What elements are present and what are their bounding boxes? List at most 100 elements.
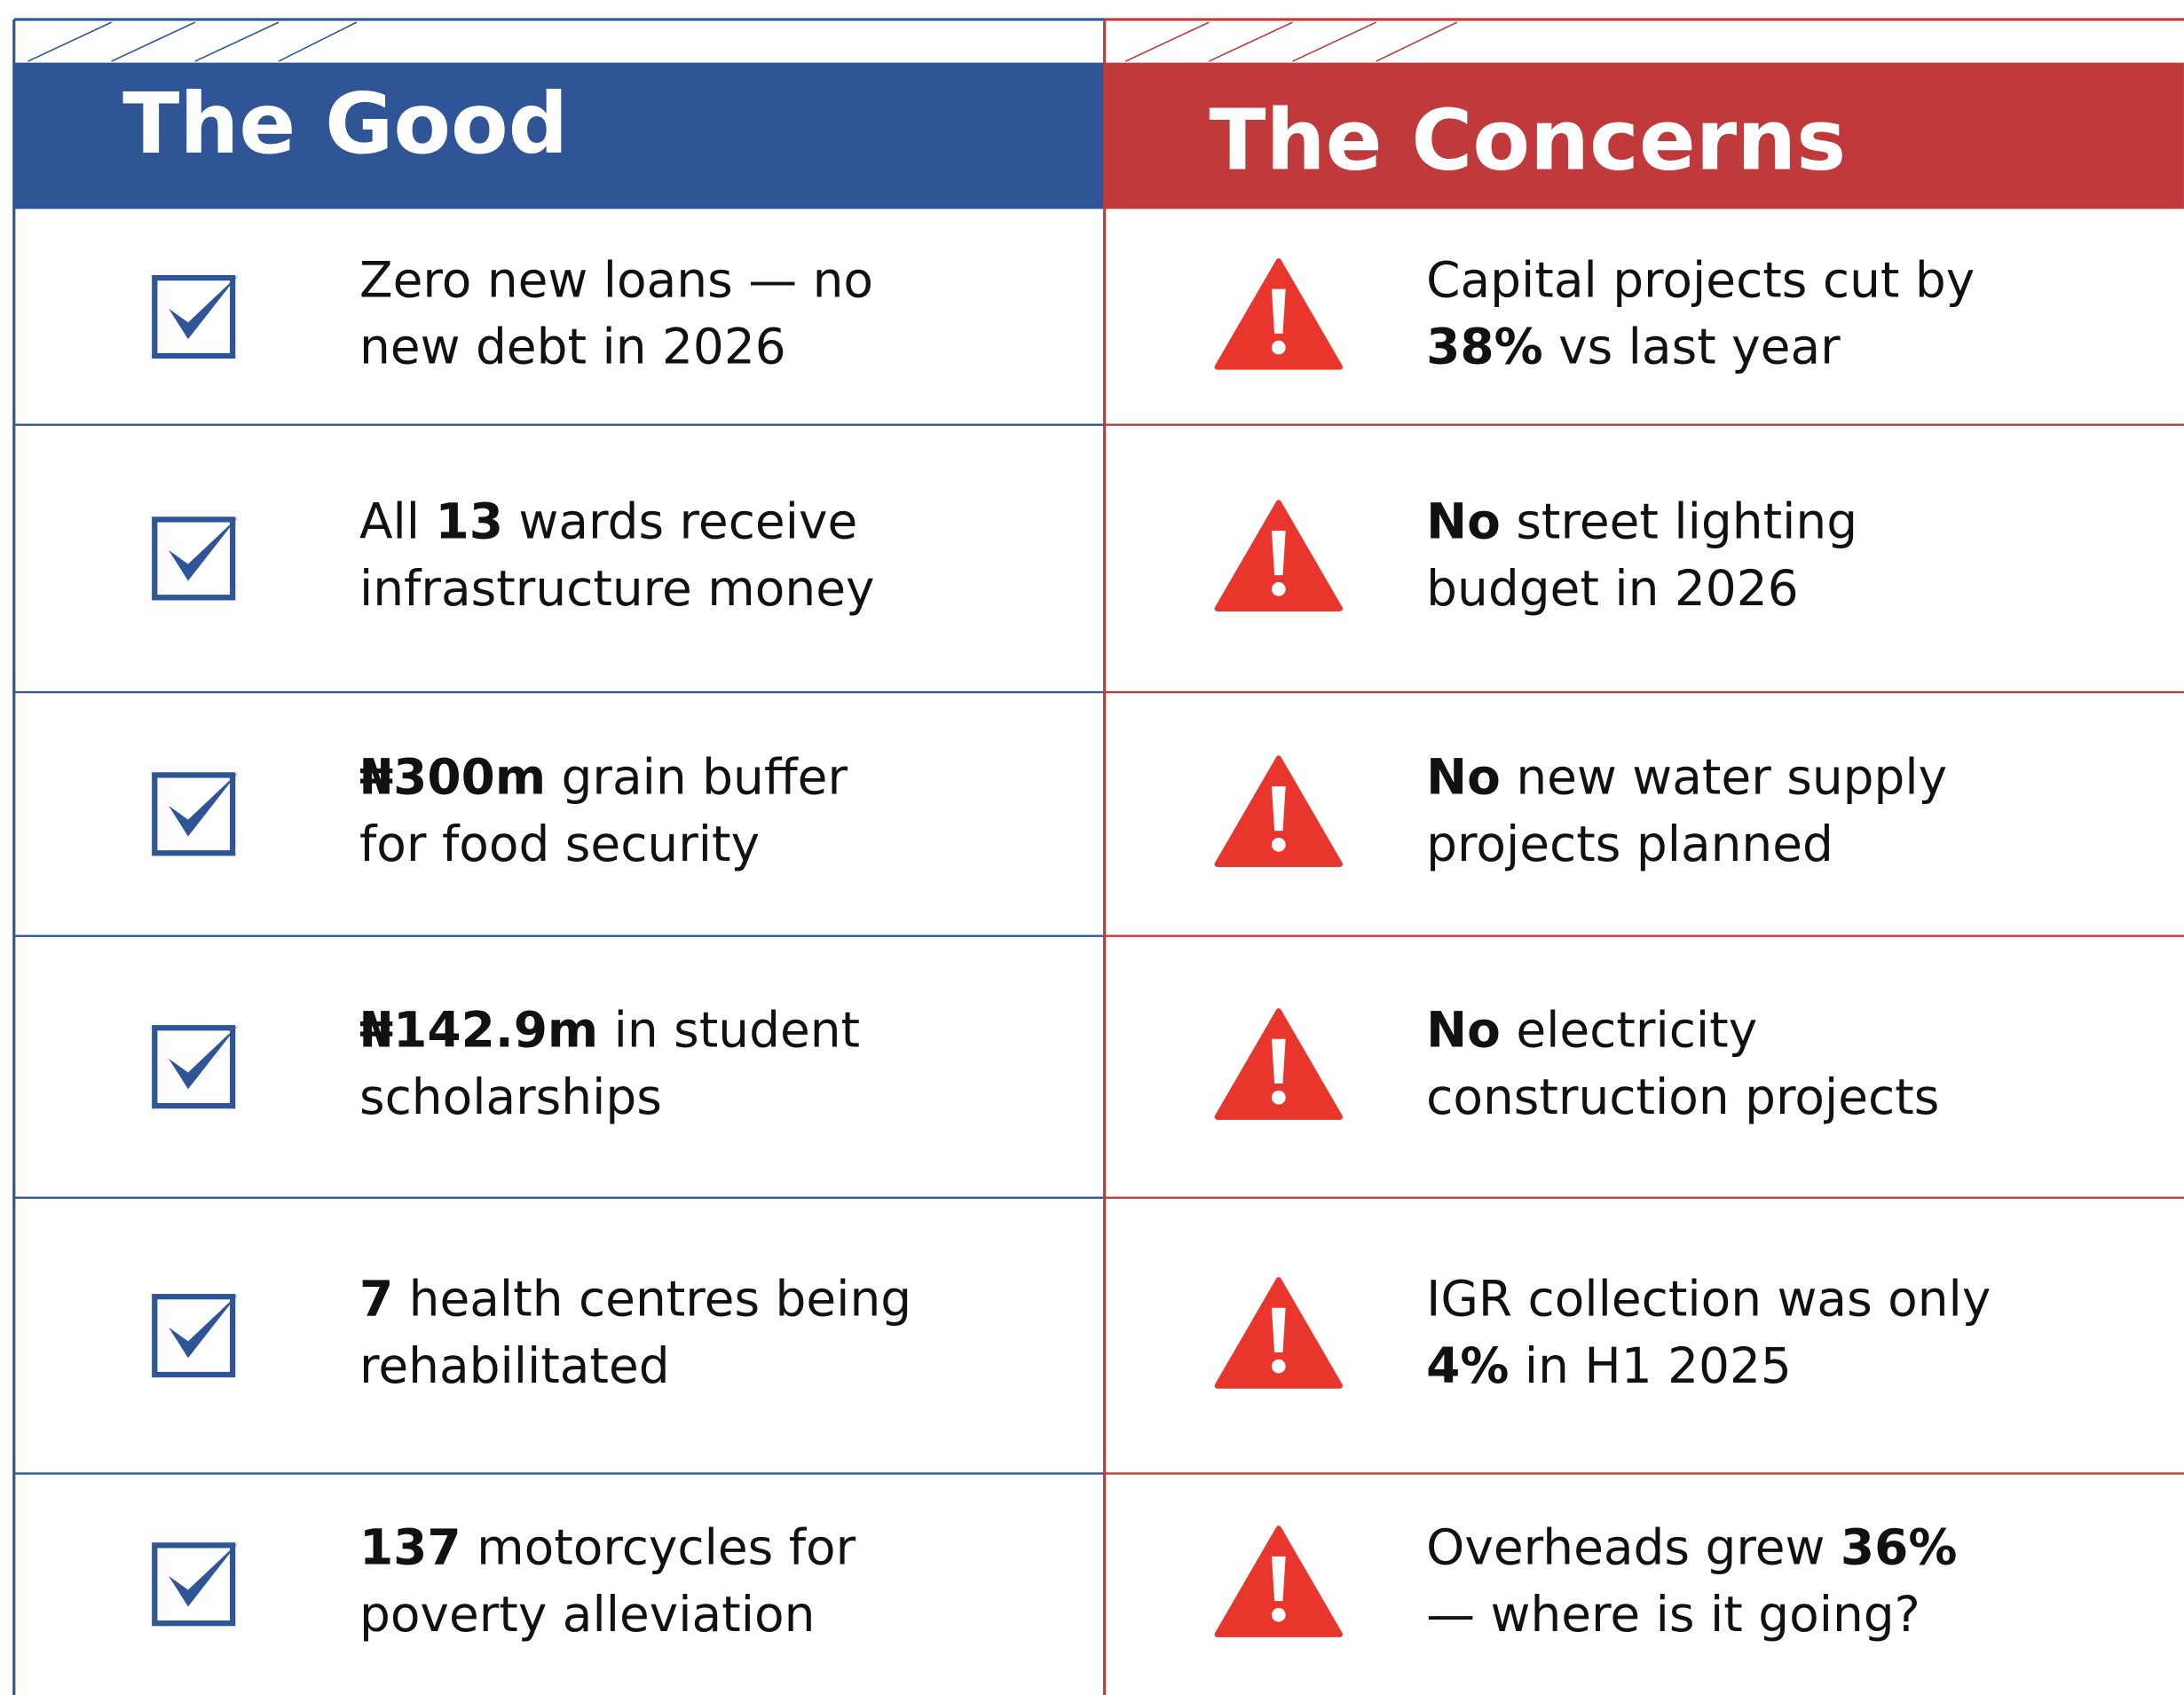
exclamation-dot [1271, 340, 1286, 355]
item-text: rehabilitated [359, 1337, 670, 1394]
text-segment: Zero new loans — no [359, 252, 873, 309]
header-band [1104, 62, 2184, 209]
bold-text: ₦300m [359, 749, 546, 806]
item-text: for food security [359, 816, 760, 872]
item-text: construction projects [1426, 1068, 1939, 1125]
item-text: budget in 2026 [1426, 560, 1798, 617]
bold-text: 13 [436, 493, 503, 550]
item-icon [1214, 1277, 1343, 1389]
item-text: No electricity [1426, 1002, 1757, 1059]
item-text: No street lighting [1426, 493, 1857, 550]
item-icon [1214, 755, 1343, 867]
checkbox [152, 516, 236, 601]
checkmark [168, 274, 239, 340]
exclamation-dot [1271, 1607, 1286, 1622]
column-title: The Good [122, 76, 568, 173]
text-segment: wards receive [503, 493, 857, 550]
item-text: 7 health centres being [359, 1271, 911, 1328]
text-segment: grain buffer [546, 749, 848, 806]
text-segment: All [359, 493, 436, 550]
checkbox [152, 1294, 236, 1378]
column-title: The Concerns [1209, 93, 1846, 190]
text-segment: Overheads grew [1426, 1519, 1841, 1576]
item-icon [1214, 1008, 1343, 1120]
hatch-right [1124, 21, 1458, 62]
bold-text: 7 [359, 1271, 393, 1328]
exclamation-dot [1271, 1090, 1286, 1105]
item-icon [152, 772, 239, 856]
bold-text: No [1426, 1002, 1501, 1059]
item-icon [152, 1025, 239, 1109]
text-segment: electricity [1501, 1002, 1757, 1059]
item-text: IGR collection was only [1426, 1271, 1991, 1328]
bold-text: 4% [1426, 1337, 1509, 1394]
item-text: Overheads grew 36% [1426, 1519, 1957, 1576]
item-text: poverty alleviation [359, 1586, 815, 1643]
text-segment: rehabilitated [359, 1337, 670, 1394]
text-segment: infrastructure money [359, 560, 875, 617]
text-segment: for food security [359, 816, 760, 872]
text-segment: in H1 2025 [1509, 1337, 1791, 1394]
item-text: — where is it going? [1426, 1586, 1920, 1643]
exclamation-dot [1271, 838, 1286, 852]
checkmark [168, 1025, 239, 1090]
exclamation-bar [1271, 288, 1286, 334]
bold-text: 36% [1841, 1519, 1957, 1576]
item-text: No new water supply [1426, 749, 1947, 806]
exclamation-bar [1271, 1556, 1286, 1602]
text-segment: projects planned [1426, 816, 1833, 872]
item-text: infrastructure money [359, 560, 875, 617]
checkbox [152, 1542, 236, 1627]
text-segment: street lighting [1501, 493, 1857, 550]
checkbox [152, 772, 236, 856]
text-segment: IGR collection was only [1426, 1271, 1991, 1328]
item-text: new debt in 2026 [359, 319, 786, 375]
checkmark [168, 1294, 239, 1359]
item-text: ₦142.9m in student [359, 1002, 860, 1059]
checkbox [152, 274, 236, 359]
exclamation-dot [1271, 582, 1286, 596]
exclamation-dot [1271, 1359, 1286, 1374]
bold-text: No [1426, 493, 1501, 550]
bold-text: 38% [1426, 319, 1542, 375]
item-text: Capital projects cut by [1426, 252, 1975, 309]
text-segment: Capital projects cut by [1426, 252, 1975, 309]
hatch-left [28, 21, 358, 62]
exclamation-bar [1271, 1307, 1286, 1352]
item-icon [1214, 258, 1343, 370]
text-segment: construction projects [1426, 1068, 1939, 1125]
column: The Concerns Capital projects cut by 38% v… [1103, 18, 2184, 1695]
exclamation-bar [1271, 785, 1286, 832]
item-text: 4% in H1 2025 [1426, 1337, 1792, 1394]
text-segment: — where is it going? [1426, 1586, 1920, 1643]
item-text: 137 motorcycles for [359, 1519, 856, 1576]
column: The Good Zero new loans — no new debt in 2… [12, 18, 1105, 1695]
item-text: ₦300m grain buffer [359, 749, 848, 806]
checkmark [168, 516, 239, 581]
checkmark [168, 1542, 239, 1607]
bold-text: No [1426, 749, 1501, 806]
item-icon [1214, 1526, 1343, 1637]
text-segment: in student [598, 1002, 860, 1059]
text-segment: new debt in 2026 [359, 319, 786, 375]
bold-text: 137 [359, 1519, 461, 1576]
item-icon [1214, 500, 1343, 611]
item-text: Zero new loans — no [359, 252, 873, 309]
item-icon [152, 1294, 239, 1378]
header-band [13, 62, 1105, 209]
item-text: 38% vs last year [1426, 319, 1841, 375]
text-segment: health centres being [393, 1271, 911, 1328]
checkbox [152, 1025, 236, 1109]
item-icon [152, 274, 239, 359]
text-segment: poverty alleviation [359, 1586, 815, 1643]
exclamation-bar [1271, 1038, 1286, 1084]
item-text: All 13 wards receive [359, 493, 857, 550]
item-text: projects planned [1426, 816, 1833, 872]
item-text: scholarships [359, 1068, 662, 1125]
exclamation-bar [1271, 530, 1286, 576]
text-segment: new water supply [1501, 749, 1947, 806]
text-segment: scholarships [359, 1068, 662, 1125]
item-icon [152, 516, 239, 601]
